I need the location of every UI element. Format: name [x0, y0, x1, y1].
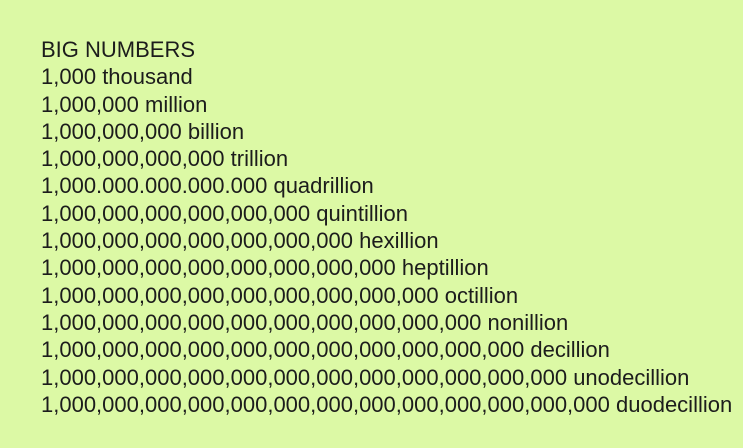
number-name: hexillion [359, 228, 439, 254]
number-value: 1,000 [41, 64, 97, 90]
list-item: 1,000,000,000,000,000,000,000,000,000 oc… [41, 282, 735, 309]
number-value: 1,000,000,000,000,000,000 [41, 200, 311, 226]
list-item: 1,000,000 million [41, 91, 735, 118]
number-name: billion [187, 118, 245, 144]
list-item: 1,000,000,000,000,000,000,000 hexillion [41, 227, 735, 254]
number-name: duodecillion [616, 391, 733, 417]
number-name: octillion [444, 282, 519, 308]
number-value: 1,000,000,000,000,000,000,000,000,000,00… [41, 309, 482, 335]
list-item: 1,000,000,000,000,000,000,000,000,000,00… [41, 336, 735, 363]
number-value: 1,000,000 [41, 91, 139, 117]
number-name: nonillion [487, 309, 569, 335]
number-name: heptillion [401, 255, 489, 281]
number-value: 1,000,000,000,000,000,000,000,000,000 [41, 282, 439, 308]
list-item: 1,000,000,000,000,000,000,000,000 heptil… [41, 254, 735, 281]
number-name: quadrillion [273, 173, 374, 199]
number-value: 1,000,000,000,000,000,000,000,000,000,00… [41, 337, 525, 363]
list-item: 1,000,000,000,000,000,000,000,000,000,00… [41, 309, 735, 336]
number-name: quintillion [316, 200, 409, 226]
number-list: 1,000 thousand 1,000,000 million 1,000,000… [41, 63, 735, 418]
number-value: 1,000,000,000,000,000,000,000 [41, 228, 353, 254]
list-item: 1,000,000,000 billion [41, 118, 735, 145]
number-name: trillion [230, 146, 289, 172]
number-name: thousand [102, 64, 193, 90]
list-item: 1,000,000,000,000,000,000,000,000,000,00… [41, 364, 735, 391]
number-name: million [145, 91, 208, 117]
list-item: 1,000 thousand [41, 63, 735, 90]
number-name: unodecillion [573, 364, 690, 390]
number-value: 1,000,000,000,000,000,000,000,000,000,00… [41, 364, 568, 390]
list-item: 1,000,000,000,000,000,000 quintillion [41, 200, 735, 227]
number-value: 1,000,000,000 [41, 118, 182, 144]
page-title: BIG NUMBERS [41, 37, 196, 62]
number-value: 1,000,000,000,000 [41, 146, 225, 172]
list-item: 1,000,000,000,000 trillion [41, 145, 735, 172]
list-item: 1,000.000.000.000.000 quadrillion [41, 172, 735, 199]
number-value: 1,000.000.000.000.000 [41, 173, 268, 199]
number-value: 1,000,000,000,000,000,000,000,000 [41, 255, 396, 281]
number-value: 1,000,000,000,000,000,000,000,000,000,00… [41, 391, 610, 417]
number-name: decillion [530, 337, 610, 363]
list-item: 1,000,000,000,000,000,000,000,000,000,00… [41, 391, 735, 418]
